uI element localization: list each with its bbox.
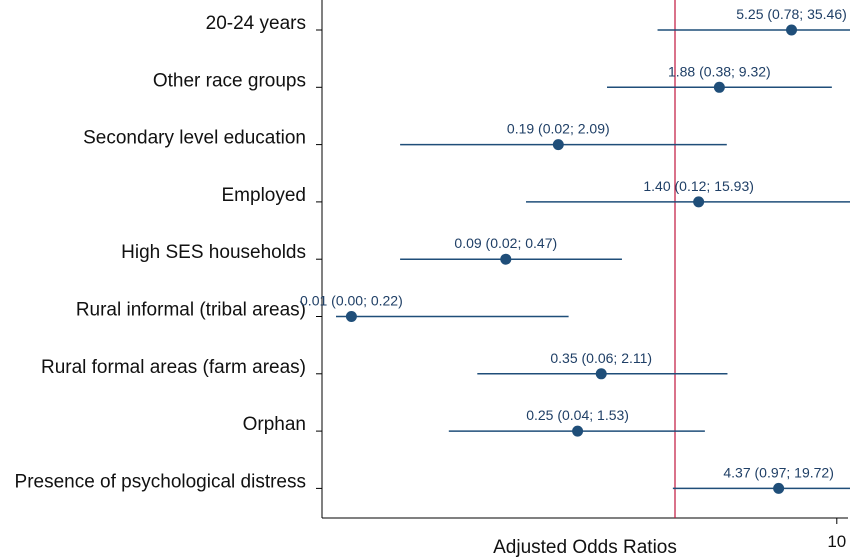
point-estimate	[345, 311, 357, 322]
data-label: 0.25 (0.04; 1.53)	[526, 407, 629, 423]
point-estimate	[595, 368, 607, 380]
category-label: Orphan	[243, 414, 306, 435]
data-label: 5.25 (0.78; 35.46)	[736, 6, 847, 22]
x-axis-title: Adjusted Odds Ratios	[493, 537, 677, 558]
point-estimate	[500, 253, 512, 265]
point-estimate	[713, 81, 725, 93]
data-label: 1.88 (0.38; 9.32)	[668, 63, 771, 79]
data-label: 4.37 (0.97; 19.72)	[723, 464, 834, 480]
point-estimate	[693, 196, 705, 208]
category-label: High SES households	[121, 242, 306, 263]
point-estimate	[552, 139, 564, 151]
point-estimate	[572, 425, 584, 437]
category-label: Rural informal (tribal areas)	[76, 300, 306, 321]
category-label: Rural formal areas (farm areas)	[41, 357, 306, 378]
category-label: Secondary level education	[83, 128, 306, 149]
x-tick-label: 10	[827, 532, 846, 551]
category-label: Employed	[222, 185, 307, 206]
category-label: 20-24 years	[206, 13, 306, 34]
category-label: Presence of psychological distress	[15, 471, 306, 492]
point-estimate	[786, 24, 798, 36]
data-label: 0.09 (0.02; 0.47)	[454, 235, 557, 251]
data-label: 0.19 (0.02; 2.09)	[507, 121, 610, 137]
data-label: 1.40 (0.12; 15.93)	[643, 178, 754, 194]
point-estimate	[773, 482, 785, 494]
category-label: Other race groups	[153, 70, 306, 91]
data-label: 0.01 (0.00; 0.22)	[300, 293, 403, 309]
data-label: 0.35 (0.06; 2.11)	[550, 350, 652, 366]
